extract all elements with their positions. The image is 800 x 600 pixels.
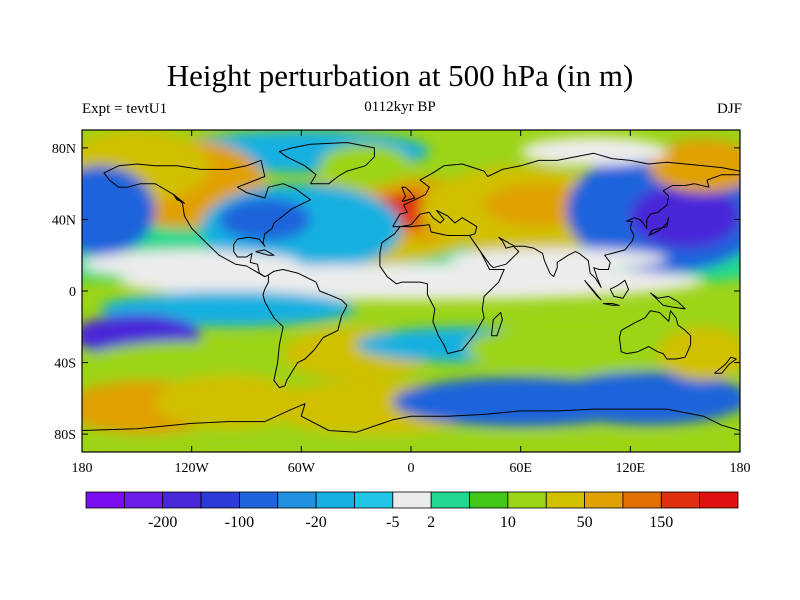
field-blob xyxy=(155,375,302,429)
colorbar-swatch xyxy=(123,491,164,509)
height-field xyxy=(82,130,740,452)
x-tick-label: 120E xyxy=(616,461,646,476)
x-tick-label: 120W xyxy=(175,461,210,476)
colorbar-swatch xyxy=(277,491,317,509)
y-tick-label: 80S xyxy=(54,428,76,443)
coastline xyxy=(472,174,740,288)
colorbar-label: -5 xyxy=(386,514,399,531)
experiment-label: Expt = tevtU1 xyxy=(82,101,168,117)
coastline xyxy=(490,312,503,337)
coastlines xyxy=(82,142,740,433)
coastline xyxy=(103,159,311,278)
colorbar-swatch xyxy=(392,491,432,509)
colorbar-label: 2 xyxy=(427,514,435,531)
colorbar-swatch xyxy=(545,491,585,509)
coastline xyxy=(379,224,505,355)
field-blob xyxy=(657,326,740,381)
colorbar-label: -100 xyxy=(225,514,254,531)
coastline xyxy=(262,269,348,389)
colorbar-swatch xyxy=(354,491,394,509)
colorbar-label: -20 xyxy=(305,514,326,531)
field-blob xyxy=(82,341,302,385)
coastline xyxy=(648,217,670,236)
field-blob xyxy=(219,197,311,241)
x-tick-label: 60E xyxy=(509,461,532,476)
colorbar: -200 -100 -20 -5 2 10 50 150 xyxy=(85,491,739,531)
colorbar-swatch xyxy=(200,491,240,509)
coastline xyxy=(392,210,478,236)
x-tick-label: 180 xyxy=(730,461,751,476)
colorbar-swatch xyxy=(430,491,470,509)
coastline xyxy=(609,279,629,299)
colorbar-label: 10 xyxy=(500,514,516,531)
axes: 180 120W 60W 0 60E 120E 180 80N 40N 0 40S 80S xyxy=(52,130,751,476)
field-blob xyxy=(520,137,667,166)
season-label: DJF xyxy=(716,101,742,117)
field-blob xyxy=(548,371,740,426)
colorbar-swatch xyxy=(507,491,547,509)
coastline xyxy=(618,310,692,360)
colorbar-swatch xyxy=(315,491,355,509)
y-tick-label: 40S xyxy=(54,357,76,372)
coastline xyxy=(172,193,185,204)
coastline xyxy=(602,303,620,306)
colorbar-swatch xyxy=(162,491,202,509)
y-tick-label: 0 xyxy=(69,285,76,300)
coastline xyxy=(401,186,416,203)
field-blob xyxy=(465,323,686,374)
coastline xyxy=(82,403,740,433)
colorbar-swatch xyxy=(85,491,125,509)
coastline xyxy=(392,152,740,227)
chart-title: Height perturbation at 500 hPa (in m) xyxy=(166,58,634,93)
field-blob xyxy=(484,183,594,227)
coastline xyxy=(278,142,375,185)
colorbar-label: 50 xyxy=(577,514,593,531)
field-blob xyxy=(82,249,302,279)
y-tick-label: 80N xyxy=(52,142,76,157)
coastline xyxy=(103,172,266,278)
colorbar-swatch xyxy=(239,491,279,509)
coastline xyxy=(255,249,275,256)
coastline xyxy=(650,292,686,310)
colorbar-swatch xyxy=(699,491,739,509)
x-tick-label: 60W xyxy=(288,461,316,476)
y-tick-label: 40N xyxy=(52,213,76,228)
field-blob xyxy=(648,138,740,193)
colorbar-swatch xyxy=(622,491,662,509)
colorbar-swatch xyxy=(660,491,701,509)
coastline xyxy=(714,356,737,374)
colorbar-label: -200 xyxy=(148,514,177,531)
coastline xyxy=(584,279,602,301)
field-blob xyxy=(82,434,740,452)
x-tick-label: 0 xyxy=(408,461,415,476)
colorbar-swatch xyxy=(584,491,624,509)
field-blob xyxy=(630,183,740,249)
colorbar-label: 150 xyxy=(649,514,673,531)
x-tick-label: 180 xyxy=(72,461,93,476)
field-blob xyxy=(82,165,156,256)
time-label: 0112kyr BP xyxy=(364,99,436,115)
colorbar-swatch xyxy=(469,491,509,509)
